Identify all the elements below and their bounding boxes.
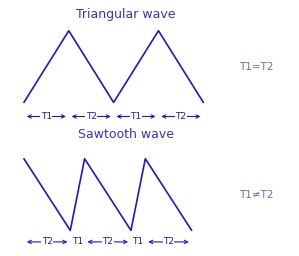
Text: T1: T1 (132, 237, 144, 247)
Text: T2: T2 (176, 112, 186, 121)
Text: Sawtooth wave: Sawtooth wave (77, 128, 174, 141)
Text: T1=T2: T1=T2 (239, 61, 274, 72)
Text: T2: T2 (163, 237, 174, 247)
Text: T2: T2 (86, 112, 97, 121)
Text: T2: T2 (102, 237, 113, 247)
Text: T1≠T2: T1≠T2 (239, 189, 274, 200)
Text: T1: T1 (72, 237, 83, 247)
Text: T2: T2 (42, 237, 53, 247)
Text: T1: T1 (41, 112, 52, 121)
Text: Triangular wave: Triangular wave (76, 8, 175, 21)
Text: T1: T1 (130, 112, 142, 121)
